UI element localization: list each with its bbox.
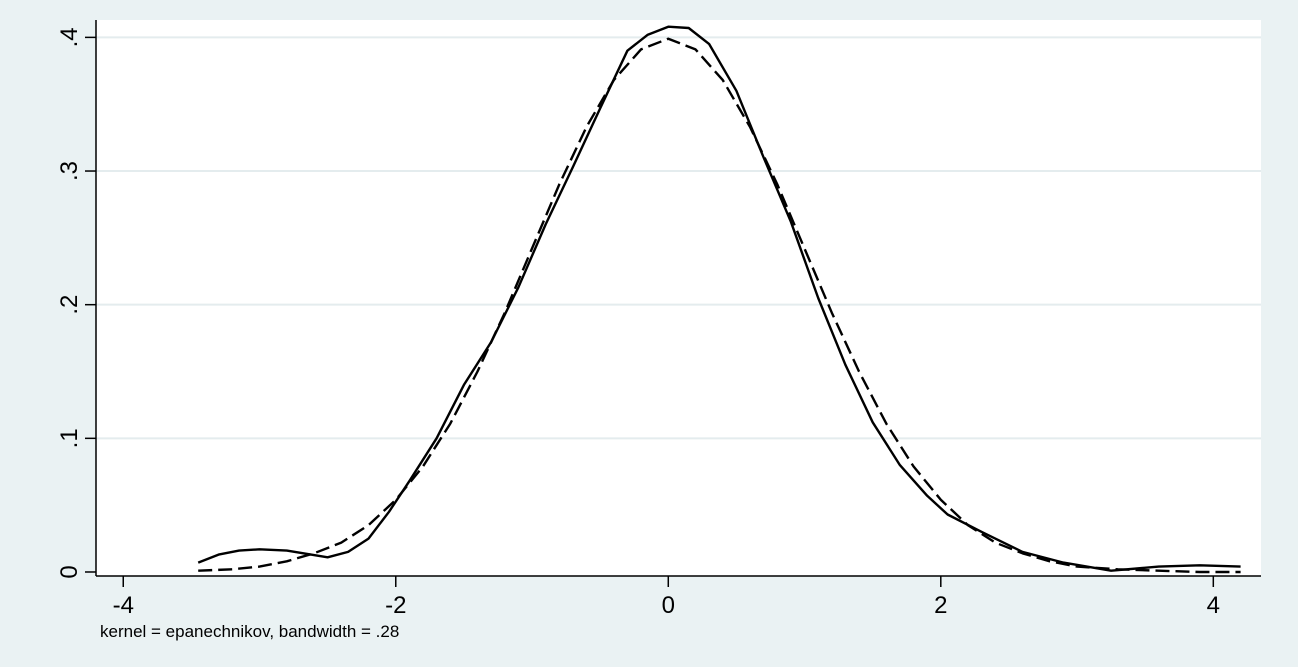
- x-tick-label-2: 0: [662, 592, 675, 619]
- grid-lines: [96, 36, 1261, 440]
- y-axis-ticks: 0 .1 .2 .3 .4: [56, 27, 96, 579]
- x-axis-ticks: -4 -2 0 2 4: [113, 576, 1220, 619]
- kernel-note: kernel = epanechnikov, bandwidth = .28: [100, 622, 399, 641]
- y-tick-label-3: .3: [56, 161, 83, 181]
- plot-area: [96, 20, 1261, 576]
- y-tick-label-4: .4: [56, 27, 83, 47]
- axes: [95, 20, 1261, 577]
- series-line-dashed: [198, 37, 1241, 574]
- x-tick-label-4: 4: [1207, 592, 1220, 619]
- density-series: [197, 25, 1241, 574]
- x-tick-label-3: 2: [934, 592, 947, 619]
- x-tick-label-0: -4: [113, 592, 134, 619]
- y-tick-label-0: 0: [56, 565, 83, 578]
- y-tick-label-2: .2: [56, 295, 83, 315]
- x-tick-label-1: -2: [385, 592, 406, 619]
- y-tick-label-1: .1: [56, 428, 83, 448]
